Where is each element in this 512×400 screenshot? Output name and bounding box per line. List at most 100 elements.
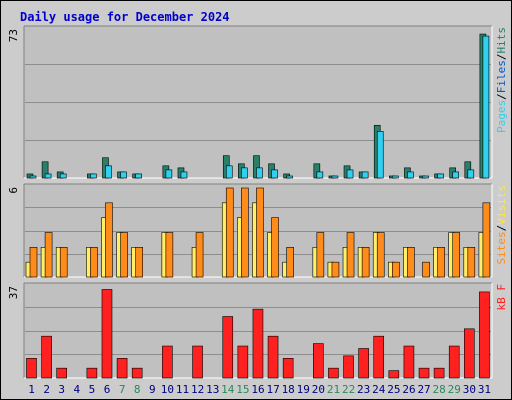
bar-kbf (418, 367, 430, 379)
day-label: 18 (282, 383, 295, 396)
bar-sites (331, 261, 340, 278)
bar-files (331, 175, 339, 179)
bar-sites (407, 247, 415, 278)
bar-files (407, 171, 414, 179)
day-label: 28 (433, 383, 446, 396)
day-label: 6 (104, 383, 111, 396)
day-label: 12 (191, 383, 204, 396)
day-label: 15 (236, 383, 249, 396)
bar-kbf (131, 367, 143, 379)
axis-label-part: Pages (495, 100, 508, 133)
bar-files (59, 173, 67, 179)
chart-title: Daily usage for December 2024 (20, 10, 230, 24)
bar-sites (120, 232, 128, 278)
day-label: 29 (448, 383, 461, 396)
day-label: 23 (357, 383, 370, 396)
day-label: 1 (28, 383, 35, 396)
bar-files (120, 171, 127, 179)
bar-files (392, 175, 399, 179)
day-label: 24 (372, 383, 386, 396)
day-label: 30 (463, 383, 476, 396)
bar-files (44, 173, 52, 179)
bar-kbf (373, 335, 385, 379)
bar-sites (105, 202, 113, 278)
axis-label-part: Visits (495, 185, 508, 225)
bar-sites (271, 217, 279, 278)
day-label: 7 (119, 383, 126, 396)
bar-kbf (448, 345, 460, 379)
bar-sites (195, 232, 204, 278)
bar-sites (241, 187, 249, 278)
bar-kbf (358, 348, 369, 379)
day-label: 17 (266, 383, 279, 396)
bar-sites (59, 247, 68, 278)
bar-sites (346, 232, 355, 278)
bar-kbf (101, 289, 113, 379)
bar-sites (44, 232, 53, 278)
bar-kbf (267, 335, 279, 379)
bar-sites (135, 247, 143, 278)
bar-files (376, 131, 384, 179)
bar-files (105, 165, 112, 179)
axis-label-part: kB F (495, 284, 508, 311)
bar-files (346, 169, 354, 179)
bar-kbf (86, 367, 98, 379)
day-label: 11 (176, 383, 189, 396)
bar-sites (482, 202, 491, 278)
day-label: 26 (402, 383, 415, 396)
bar-kbf (313, 343, 324, 379)
y-max-label: 73 (7, 29, 20, 42)
bar-kbf (116, 358, 128, 379)
bar-sites (286, 247, 294, 278)
bar-kbf (388, 370, 400, 379)
day-label: 8 (134, 383, 141, 396)
bar-files (180, 171, 188, 179)
bar-files (29, 175, 37, 179)
bar-sites (165, 232, 174, 278)
bar-files (422, 175, 429, 179)
bar-files (271, 169, 278, 179)
day-label: 20 (312, 383, 325, 396)
bar-sites (422, 261, 430, 278)
bar-kbf (192, 345, 203, 379)
day-label: 4 (74, 383, 81, 396)
bar-sites (452, 232, 461, 278)
axis-label-part: / (495, 93, 508, 100)
day-label: 16 (251, 383, 264, 396)
bar-kbf (56, 367, 67, 379)
day-label: 22 (342, 383, 355, 396)
day-label: 31 (478, 383, 491, 396)
bar-kbf (222, 316, 234, 379)
day-label: 3 (58, 383, 65, 396)
axis-label-part: Files (495, 60, 508, 93)
bar-files (482, 35, 490, 179)
bar-kbf (403, 345, 415, 379)
day-label: 2 (43, 383, 50, 396)
series-axis-label: Pages/Files/Hits (495, 27, 508, 133)
series-axis-label: Sites/Visits (495, 185, 508, 265)
bar-files (361, 171, 369, 179)
bar-sites (225, 187, 234, 278)
bar-files (135, 173, 142, 179)
bar-files (225, 165, 233, 179)
bar-files (316, 171, 324, 179)
series-axis-label: kB F (495, 284, 508, 311)
day-label: 13 (206, 383, 219, 396)
y-max-label: 6 (7, 187, 20, 194)
bar-kbf (41, 335, 52, 379)
y-max-label: 37 (7, 286, 20, 299)
day-label: 21 (327, 383, 340, 396)
day-label: 25 (387, 383, 400, 396)
axis-label-part: Hits (495, 27, 508, 54)
bar-kbf (26, 358, 37, 379)
bar-files (452, 171, 460, 179)
day-label: 27 (417, 383, 430, 396)
bar-kbf (282, 358, 294, 379)
bar-kbf (343, 355, 354, 379)
day-label: 5 (89, 383, 96, 396)
bar-kbf (162, 345, 173, 379)
bar-kbf (237, 345, 249, 379)
bar-files (256, 167, 263, 179)
